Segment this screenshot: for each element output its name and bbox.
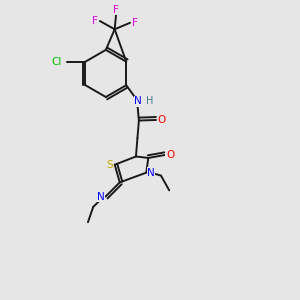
Text: O: O bbox=[166, 150, 174, 160]
Text: F: F bbox=[113, 5, 119, 15]
Text: F: F bbox=[92, 16, 98, 26]
Text: N: N bbox=[97, 191, 105, 202]
Text: H: H bbox=[146, 96, 154, 106]
Text: F: F bbox=[132, 18, 138, 28]
Text: N: N bbox=[134, 96, 142, 106]
Text: O: O bbox=[157, 115, 165, 125]
Text: N: N bbox=[147, 168, 155, 178]
Text: Cl: Cl bbox=[52, 57, 62, 67]
Text: S: S bbox=[106, 160, 113, 170]
